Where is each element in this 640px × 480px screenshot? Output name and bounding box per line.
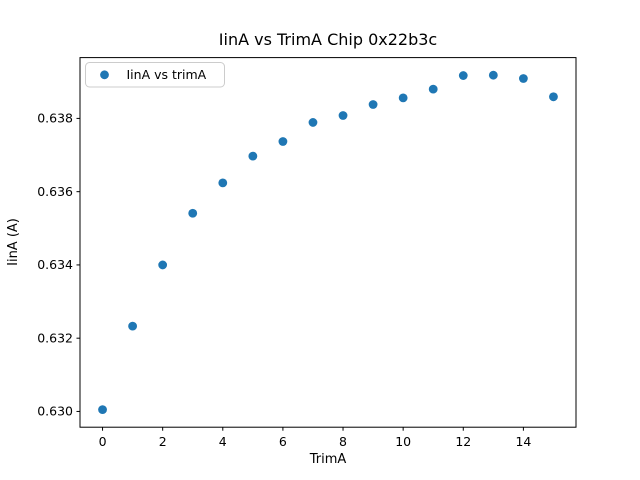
plot-frame [79, 57, 577, 428]
x-tick-label: 0 [99, 434, 107, 449]
x-tick-label: 8 [339, 434, 347, 449]
legend: IinA vs trimA [85, 62, 225, 88]
x-tick-label: 12 [455, 434, 471, 449]
x-tick-label: 6 [279, 434, 287, 449]
scatter-point [488, 70, 498, 80]
scatter-point [278, 137, 288, 146]
plot-area: 0 2 4 6 8 10 12 14 0.630 0.632 0.634 0.636 0.638 [37, 57, 577, 449]
scatter-point [188, 208, 198, 218]
y-tick-label: 0.632 [37, 330, 73, 345]
y-tick-label: 0.636 [37, 184, 73, 199]
legend-label: IinA vs trimA [127, 67, 207, 82]
scatter-point [428, 84, 438, 94]
scatter-point [248, 151, 258, 161]
x-tick-label: 10 [395, 434, 411, 449]
scatter-point [549, 92, 558, 102]
scatter-point [398, 93, 408, 103]
x-tick-label: 2 [159, 434, 167, 449]
y-axis-label: IinA (A) [6, 218, 21, 266]
legend-frame [85, 62, 225, 88]
y-tick-label: 0.630 [37, 404, 73, 419]
scatter-point [98, 405, 107, 415]
y-tick-label: 0.634 [37, 257, 73, 272]
legend-marker-icon [100, 70, 109, 80]
scatter-point [158, 260, 168, 270]
x-tick-label: 4 [219, 434, 227, 449]
scatter-point [518, 74, 528, 83]
scatter-point [308, 118, 318, 127]
x-axis-label: TrimA [309, 452, 347, 467]
chart-title: IinA vs TrimA Chip 0x22b3c [219, 30, 437, 49]
x-tick-label: 14 [515, 434, 531, 449]
scatter-point [458, 71, 468, 80]
y-tick-label: 0.638 [37, 111, 73, 126]
scatter-point [368, 100, 378, 109]
scatter-point [338, 111, 348, 120]
scatter-point [128, 321, 138, 331]
scatter-point [218, 178, 228, 188]
